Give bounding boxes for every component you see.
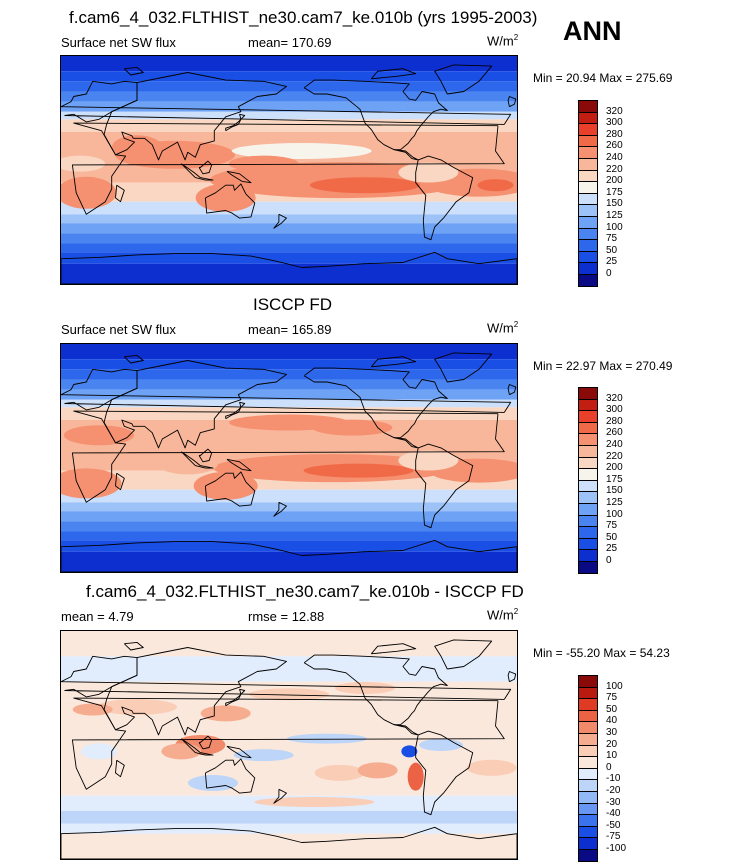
colorbar-tick-label: 40 [606, 715, 618, 727]
colorbar-swatch [578, 561, 598, 574]
panel3-minmax: Min = -55.20 Max = 54.23 [533, 646, 670, 660]
colorbar-tick-label: 240 [606, 152, 623, 163]
panel2-minmax: Min = 22.97 Max = 270.49 [533, 359, 673, 373]
colorbar-tick-label: 75 [606, 520, 618, 532]
colorbar-tick-label: 50 [606, 244, 618, 256]
colorbar-tick-label: 175 [606, 473, 623, 485]
colorbar-tick-label: 150 [606, 485, 623, 497]
colorbar-tick-label: 10 [606, 750, 618, 762]
panel2-units: W/m2 [487, 320, 519, 336]
season-label: ANN [563, 16, 622, 46]
colorbar-tick-label: 300 [606, 117, 623, 129]
panel1-minmax: Min = 20.94 Max = 275.69 [533, 71, 673, 85]
colorbar-tick-label: 0 [606, 761, 612, 773]
panel2-left-label: Surface net SW flux [61, 322, 176, 337]
colorbar-tick-label: -20 [606, 785, 621, 796]
colorbar-tick-label: 175 [606, 186, 623, 198]
panel1-map [60, 55, 518, 285]
colorbar-tick-label: 100 [606, 221, 623, 233]
colorbar-tick-label: 220 [606, 163, 623, 175]
colorbar-tick-label: 220 [606, 450, 623, 462]
colorbar-tick-label: 50 [606, 531, 618, 543]
colorbar-tick-label: 75 [606, 692, 618, 704]
panel2-mean-label: mean= 165.89 [248, 322, 332, 337]
panel2-map [60, 343, 518, 573]
panel3-units: W/m2 [487, 607, 519, 623]
colorbar-tick-label: 100 [606, 508, 623, 520]
colorbar-tick-label: 280 [606, 415, 623, 427]
colorbar-tick-label: 30 [606, 727, 618, 738]
colorbar-tick-label: 300 [606, 404, 623, 416]
panel1-units: W/m2 [487, 33, 519, 49]
panel3-title: f.cam6_4_032.FLTHIST_ne30.cam7_ke.010b -… [86, 582, 524, 601]
panel1-map-svg [61, 56, 517, 284]
colorbar-tick-label: 320 [606, 392, 623, 404]
colorbar-tick-label: 25 [606, 543, 618, 555]
colorbar-tick-label: 100 [606, 680, 623, 692]
panel3-rmse-label: rmse = 12.88 [248, 609, 325, 624]
panel3-map [60, 630, 518, 860]
colorbar-tick-label: 25 [606, 256, 618, 268]
colorbar-tick-label: -40 [606, 808, 621, 820]
panel2-map-svg [61, 344, 517, 572]
colorbar-tick-label: 125 [606, 210, 623, 221]
panel3-mean-label: mean = 4.79 [61, 609, 134, 624]
colorbar-tick-label: 150 [606, 198, 623, 210]
panel1-left-label: Surface net SW flux [61, 35, 176, 50]
colorbar-tick-label: 280 [606, 128, 623, 140]
panel1-mean-label: mean= 170.69 [248, 35, 332, 50]
panel3-map-svg [61, 631, 517, 859]
colorbar-tick-label: 260 [606, 427, 623, 439]
colorbar-tick-label: 240 [606, 439, 623, 450]
colorbar-swatch [578, 274, 598, 287]
colorbar-tick-label: 50 [606, 703, 618, 715]
main-title: f.cam6_4_032.FLTHIST_ne30.cam7_ke.010b (… [69, 8, 538, 27]
colorbar-tick-label: -75 [606, 831, 621, 843]
colorbar-tick-label: 125 [606, 497, 623, 508]
colorbar-tick-label: -10 [606, 773, 621, 785]
colorbar-tick-label: 75 [606, 233, 618, 245]
colorbar-tick-label: 320 [606, 105, 623, 117]
colorbar-tick-label: 20 [606, 738, 618, 750]
colorbar-tick-label: 0 [606, 555, 612, 566]
colorbar-tick-label: 0 [606, 268, 612, 279]
colorbar-swatch [578, 849, 598, 862]
colorbar-tick-label: -100 [606, 843, 627, 854]
colorbar-tick-label: 260 [606, 140, 623, 152]
panel2-title: ISCCP FD [253, 295, 333, 314]
colorbar-tick-label: -30 [606, 796, 621, 808]
colorbar-tick-label: 200 [606, 462, 623, 474]
colorbar-tick-label: -50 [606, 819, 621, 831]
colorbar-tick-label: 200 [606, 175, 623, 187]
